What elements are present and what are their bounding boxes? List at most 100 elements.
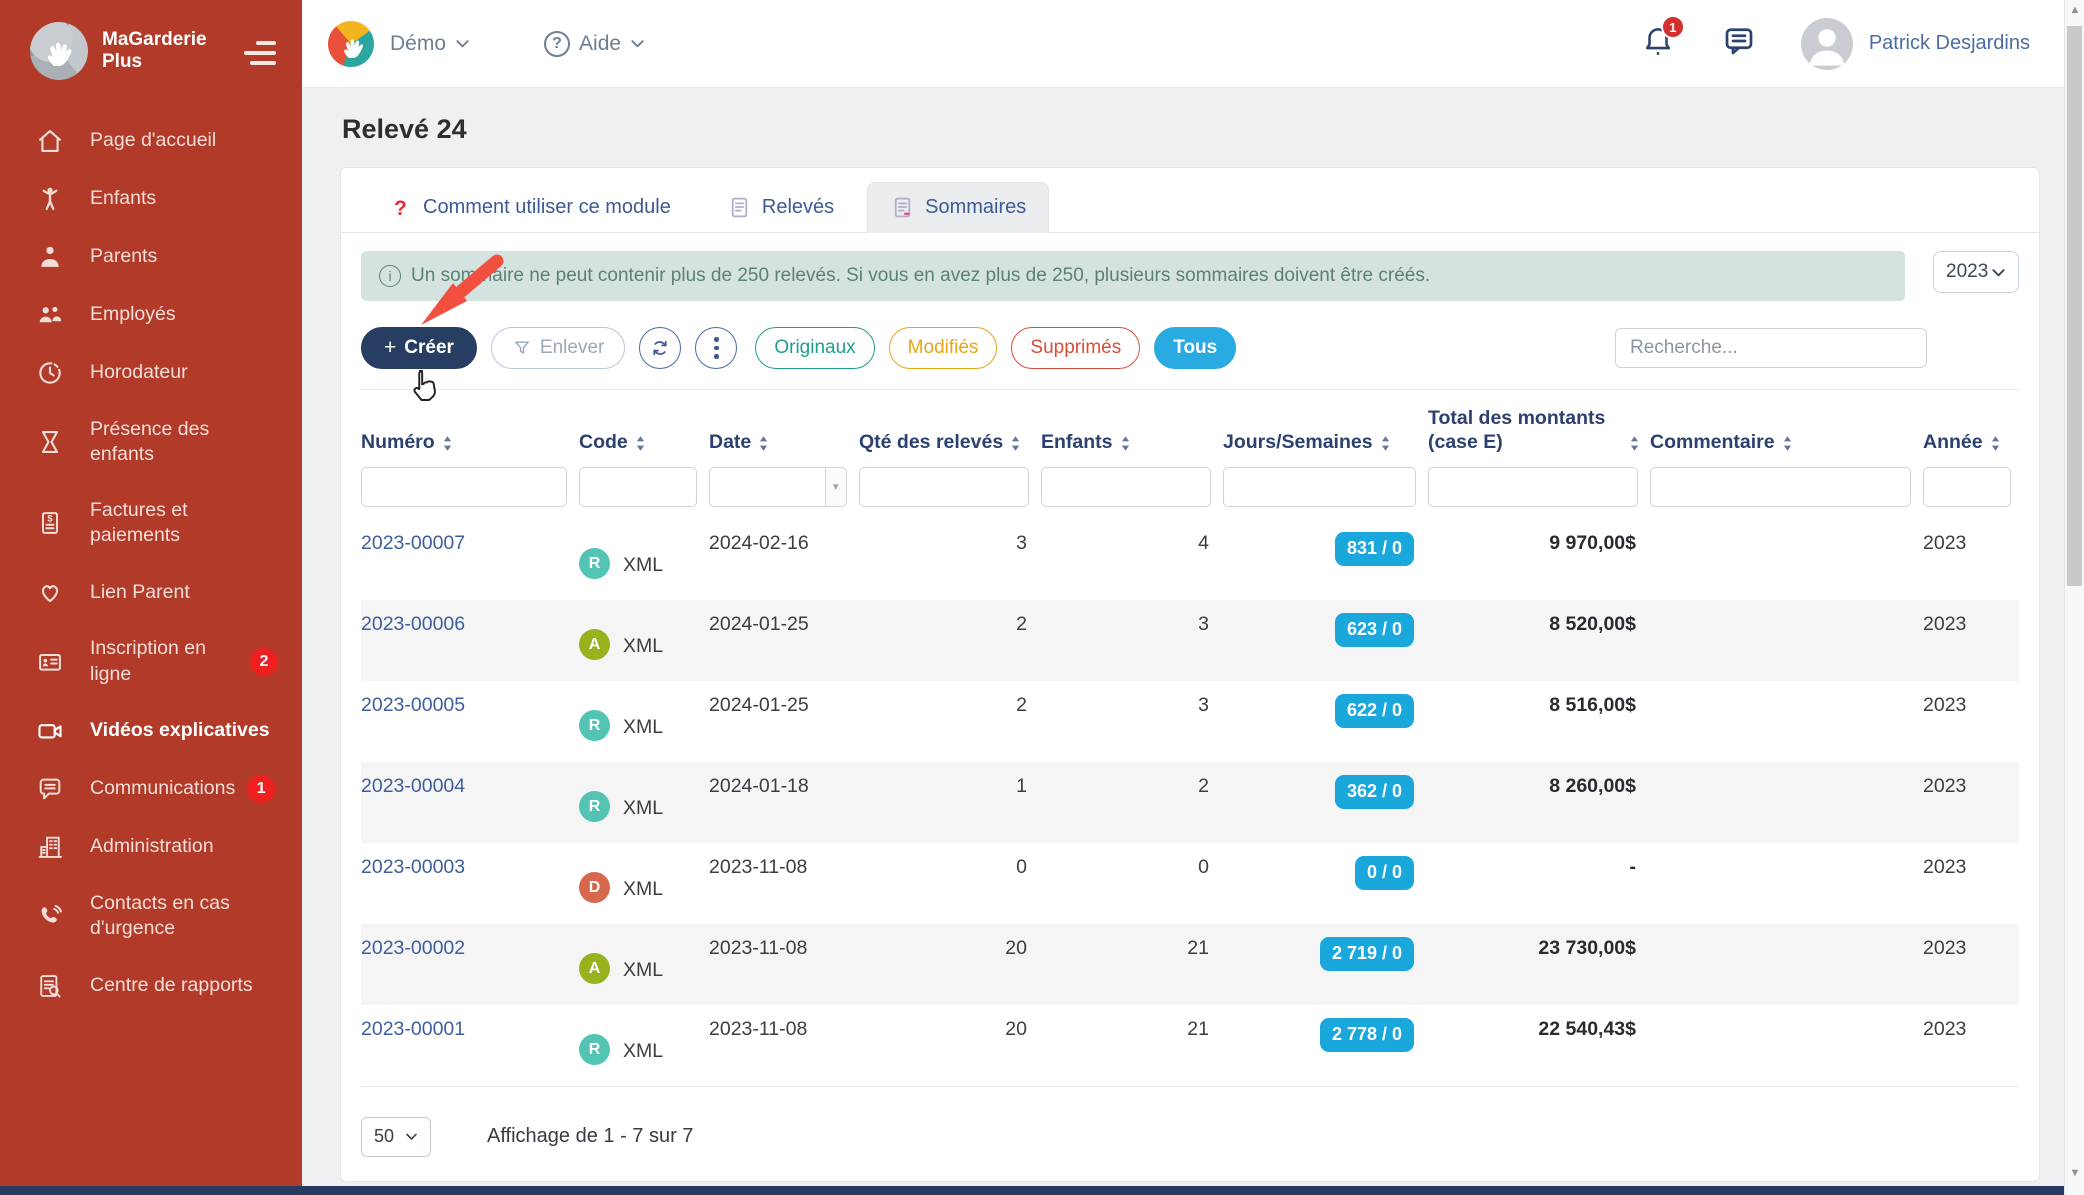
avatar[interactable] — [1801, 18, 1853, 70]
report-icon — [36, 972, 64, 1000]
column-header[interactable]: Commentaire — [1650, 430, 1923, 454]
more-options-button[interactable] — [695, 327, 737, 369]
table-row[interactable]: 2023-00001 R XML 2023-11-08 20 21 2 778 … — [361, 1005, 2019, 1086]
sidebar-item[interactable]: Lien Parent — [0, 563, 302, 621]
search-input[interactable] — [1615, 328, 1927, 368]
people-icon — [36, 301, 64, 329]
jours-cell: 831 / 0 — [1223, 532, 1428, 600]
scrollbar-thumb[interactable] — [2067, 26, 2082, 586]
releve-number-link[interactable]: 2023-00002 — [361, 937, 579, 1005]
filter-date-dropdown[interactable]: ▾ — [826, 467, 847, 507]
notifications-button[interactable]: 1 — [1641, 24, 1675, 63]
releve-number-link[interactable]: 2023-00003 — [361, 856, 579, 924]
filter-date-input[interactable] — [709, 467, 826, 507]
create-button[interactable]: + Créer — [361, 327, 477, 369]
sidebar-count-badge: 2 — [250, 648, 278, 676]
org-dropdown[interactable]: Démo — [390, 32, 470, 56]
table-row[interactable]: 2023-00002 A XML 2023-11-08 20 21 2 719 … — [361, 924, 2019, 1005]
table-body: 2023-00007 R XML 2024-02-16 3 4 831 / 0 — [361, 519, 2019, 1087]
table-row[interactable]: 2023-00003 D XML 2023-11-08 0 0 0 / 0 — [361, 843, 2019, 924]
total-cell: 8 520,00$ — [1428, 613, 1650, 681]
column-header[interactable]: Qté des relevés — [859, 430, 1041, 454]
sidebar-item[interactable]: Vidéos explicatives — [0, 702, 302, 760]
column-header[interactable]: Code — [579, 430, 709, 454]
vertical-scrollbar[interactable]: ▲ ▼ — [2064, 0, 2084, 1195]
sidebar-item[interactable]: Horodateur — [0, 344, 302, 402]
table-row[interactable]: 2023-00006 A XML 2024-01-25 2 3 623 / 0 — [361, 600, 2019, 681]
sidebar-item[interactable]: Inscription en ligne 2 — [0, 621, 302, 702]
annee-cell: 2023 — [1923, 856, 2023, 924]
sidebar-item[interactable]: Enfants — [0, 170, 302, 228]
remove-button[interactable]: Enlever — [491, 327, 625, 369]
annee-cell: 2023 — [1923, 532, 2023, 600]
enfants-cell: 21 — [1041, 937, 1223, 1005]
filter-numero-input[interactable] — [361, 467, 567, 507]
menu-toggle-icon[interactable] — [244, 37, 276, 65]
refresh-button[interactable] — [639, 327, 681, 369]
column-header[interactable]: Date — [709, 430, 859, 454]
releve-number-link[interactable]: 2023-00004 — [361, 775, 579, 843]
sidebar-item[interactable]: Factures et paiements — [0, 483, 302, 564]
sidebar-nav: Page d'accueil Enfants Parents Employés … — [0, 98, 302, 1015]
tab-bar: Comment utiliser ce module Relevés Somma… — [341, 168, 2039, 233]
releve-number-link[interactable]: 2023-00005 — [361, 694, 579, 762]
filter-commentaire-input[interactable] — [1650, 467, 1911, 507]
tab[interactable]: Sommaires — [867, 182, 1049, 233]
filter-annee-input[interactable] — [1923, 467, 2011, 507]
sidebar-item[interactable]: Communications 1 — [0, 760, 302, 818]
tab[interactable]: Comment utiliser ce module — [365, 182, 694, 233]
code-status-badge: R — [579, 710, 610, 741]
releve-number-link[interactable]: 2023-00006 — [361, 613, 579, 681]
messages-button[interactable] — [1721, 23, 1757, 64]
jours-semaines-badge: 2 778 / 0 — [1320, 1018, 1414, 1052]
scroll-down-icon[interactable]: ▼ — [2065, 1167, 2084, 1179]
tab-label: Sommaires — [925, 196, 1026, 219]
qte-cell: 20 — [859, 937, 1041, 1005]
sidebar-item[interactable]: Page d'accueil — [0, 112, 302, 170]
notification-count-badge: 1 — [1661, 15, 1685, 39]
sidebar-item[interactable]: Centre de rapports — [0, 957, 302, 1015]
jours-semaines-badge: 831 / 0 — [1335, 532, 1414, 566]
sidebar-item[interactable]: Présence des enfants — [0, 402, 302, 483]
filter-qte-input[interactable] — [859, 467, 1029, 507]
scroll-up-icon[interactable]: ▲ — [2065, 4, 2084, 16]
filter-jours-input[interactable] — [1223, 467, 1416, 507]
sidebar-item[interactable]: Parents — [0, 228, 302, 286]
status-filter-pill[interactable]: Tous — [1154, 327, 1236, 369]
year-select[interactable]: 2023 — [1933, 251, 2019, 293]
code-format-label: XML — [623, 635, 663, 658]
qte-cell: 0 — [859, 856, 1041, 924]
table-row[interactable]: 2023-00005 R XML 2024-01-25 2 3 622 / 0 — [361, 681, 2019, 762]
filter-total-input[interactable] — [1428, 467, 1638, 507]
column-header-label: Enfants — [1041, 430, 1113, 454]
column-header[interactable]: Jours/Semaines — [1223, 430, 1428, 454]
status-filter-pill[interactable]: Originaux — [755, 327, 874, 369]
column-header[interactable]: Total des montants (case E) — [1428, 406, 1650, 455]
status-filter-pill[interactable]: Modifiés — [889, 327, 998, 369]
sidebar-item[interactable]: Employés — [0, 286, 302, 344]
sidebar-item[interactable]: Contacts en cas d'urgence — [0, 876, 302, 957]
column-header[interactable]: Année — [1923, 430, 2023, 454]
sidebar-item[interactable]: Administration — [0, 818, 302, 876]
app-logo-icon — [30, 22, 88, 80]
table-row[interactable]: 2023-00007 R XML 2024-02-16 3 4 831 / 0 — [361, 519, 2019, 600]
jours-cell: 0 / 0 — [1223, 856, 1428, 924]
chevron-down-icon — [1991, 265, 2006, 280]
funnel-icon — [512, 338, 532, 358]
table-row[interactable]: 2023-00004 R XML 2024-01-18 1 2 362 / 0 — [361, 762, 2019, 843]
column-header[interactable]: Enfants — [1041, 430, 1223, 454]
filter-code-input[interactable] — [579, 467, 697, 507]
releve-number-link[interactable]: 2023-00001 — [361, 1018, 579, 1086]
column-header[interactable]: Numéro — [361, 430, 579, 454]
date-cell: 2024-01-25 — [709, 613, 859, 681]
tab[interactable]: Relevés — [704, 182, 857, 233]
horizontal-scrollbar[interactable] — [0, 1186, 2064, 1195]
hourglass-icon — [36, 428, 64, 456]
brand-logo-icon — [328, 21, 374, 67]
releve-number-link[interactable]: 2023-00007 — [361, 532, 579, 600]
user-name[interactable]: Patrick Desjardins — [1869, 32, 2030, 55]
status-filter-pill[interactable]: Supprimés — [1011, 327, 1140, 369]
filter-enfants-input[interactable] — [1041, 467, 1211, 507]
help-dropdown[interactable]: ? Aide — [544, 31, 645, 57]
page-size-select[interactable]: 50 — [361, 1117, 431, 1157]
